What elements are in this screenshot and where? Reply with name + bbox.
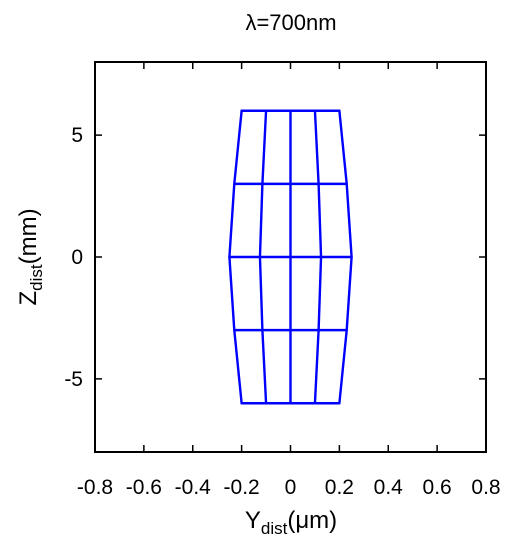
- tick-layer: -0.8 -0.6 -0.4 -0.2 0 0.2 0.4 0.6 0.8 -5 0 5: [64, 62, 501, 499]
- plot-area: [228, 109, 353, 405]
- x-tick-label: -0.2: [224, 476, 260, 499]
- x-tick-label: -0.8: [77, 476, 113, 499]
- y-tick-label: 0: [71, 246, 83, 269]
- grid-column-line-1: [228, 109, 243, 405]
- x-tick-label: 0.6: [423, 476, 452, 499]
- grid-column-line-2: [258, 109, 268, 405]
- x-tick-label: -0.4: [175, 476, 212, 499]
- grid-column-line-4: [313, 109, 323, 405]
- x-tick-label: 0.2: [325, 476, 354, 499]
- grid-column-line-5: [338, 109, 353, 405]
- x-tick-label: -0.6: [126, 476, 162, 499]
- plot-frame: [94, 61, 487, 453]
- y-tick-label: -5: [64, 368, 83, 391]
- x-tick-label: 0.4: [374, 476, 404, 499]
- y-tick-label: 5: [71, 124, 83, 147]
- x-tick-label: 0.8: [471, 476, 500, 499]
- x-tick-label: 0: [285, 476, 297, 499]
- y-axis-label: Zdist(mm): [15, 208, 46, 305]
- chart-title: λ=700nm: [245, 10, 336, 35]
- x-axis-label: Ydist(μm): [245, 507, 337, 538]
